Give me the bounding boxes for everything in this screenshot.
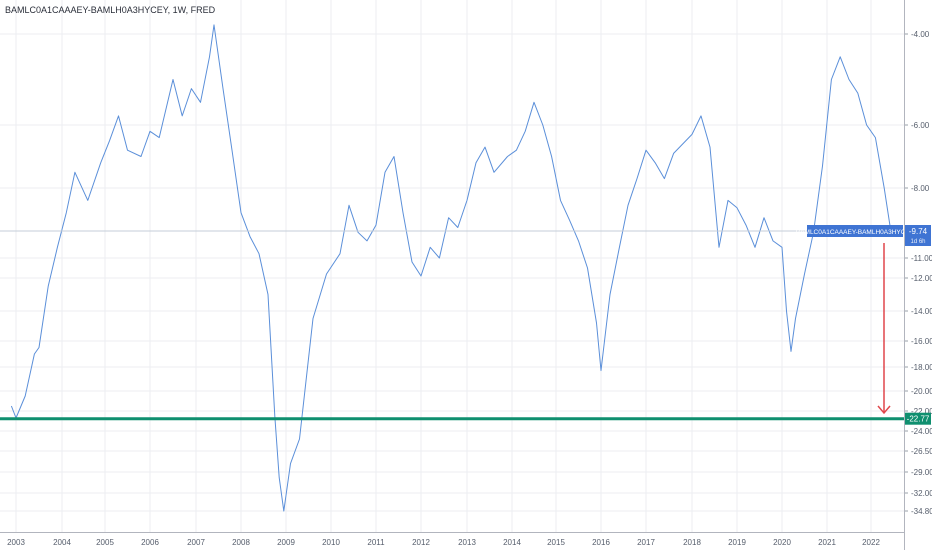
- y-tick-label: -29.00: [911, 468, 932, 477]
- series-name-tag: [807, 225, 903, 237]
- x-tick-label: 2005: [96, 538, 114, 547]
- y-tick-label: -24.00: [911, 427, 932, 436]
- x-tick-label: 2006: [141, 538, 159, 547]
- y-tick-label: -11.00: [911, 254, 932, 263]
- x-tick-label: 2012: [412, 538, 430, 547]
- x-tick-label: 2020: [773, 538, 791, 547]
- x-tick-label: 2004: [53, 538, 71, 547]
- y-tick-label: -8.00: [911, 184, 930, 193]
- x-tick-label: 2019: [728, 538, 746, 547]
- support-level-price-tag: [905, 412, 931, 425]
- y-tick-label: -4.00: [911, 30, 930, 39]
- bar-countdown-label: 1d 6h: [910, 239, 925, 245]
- y-tick-label: -16.00: [911, 337, 932, 346]
- x-tick-label: 2014: [503, 538, 521, 547]
- x-tick-label: 2008: [232, 538, 250, 547]
- last-value-price-tag: [905, 225, 931, 246]
- x-tick-label: 2011: [367, 538, 385, 547]
- x-tick-label: 2017: [637, 538, 655, 547]
- x-tick-label: 2022: [862, 538, 880, 547]
- horizontal-level-layer: [0, 230, 904, 421]
- annotation-layer: BAMLC0A1CAAAEY-BAMLH0A3HYCEY: [796, 225, 915, 415]
- y-tick-label: -34.80: [911, 507, 932, 516]
- x-tick-label: 2007: [187, 538, 205, 547]
- y-tick-label: -14.00: [911, 307, 932, 316]
- x-tick-label: 2018: [683, 538, 701, 547]
- x-tick-label: 2021: [818, 538, 836, 547]
- x-tick-label: 2016: [592, 538, 610, 547]
- series-layer: [10, 24, 892, 512]
- annotation-arrow-head[interactable]: [877, 405, 891, 415]
- grid: [0, 0, 904, 532]
- x-tick-label: 2010: [322, 538, 340, 547]
- x-tick-label: 2015: [547, 538, 565, 547]
- y-tick-label: -12.00: [911, 274, 932, 283]
- y-tick-label: -20.00: [911, 387, 932, 396]
- chart-title: BAMLC0A1CAAAEY-BAMLH0A3HYCEY, 1W, FRED: [5, 5, 216, 15]
- last-value-label: -9.74: [909, 227, 928, 236]
- x-tick-label: 2003: [7, 538, 25, 547]
- x-tick-label: 2013: [458, 538, 476, 547]
- y-tick-label: -26.50: [911, 447, 932, 456]
- x-tick-label: 2009: [277, 538, 295, 547]
- support-level-value: -22.77: [907, 415, 930, 424]
- y-tick-label: -6.00: [911, 121, 930, 130]
- series-line: [10, 24, 892, 512]
- y-tick-label: -22.00: [911, 407, 932, 416]
- series-name-label: BAMLC0A1CAAAEY-BAMLH0A3HYCEY: [796, 229, 915, 236]
- y-tick-label: -32.00: [911, 489, 932, 498]
- y-tick-label: -18.00: [911, 363, 932, 372]
